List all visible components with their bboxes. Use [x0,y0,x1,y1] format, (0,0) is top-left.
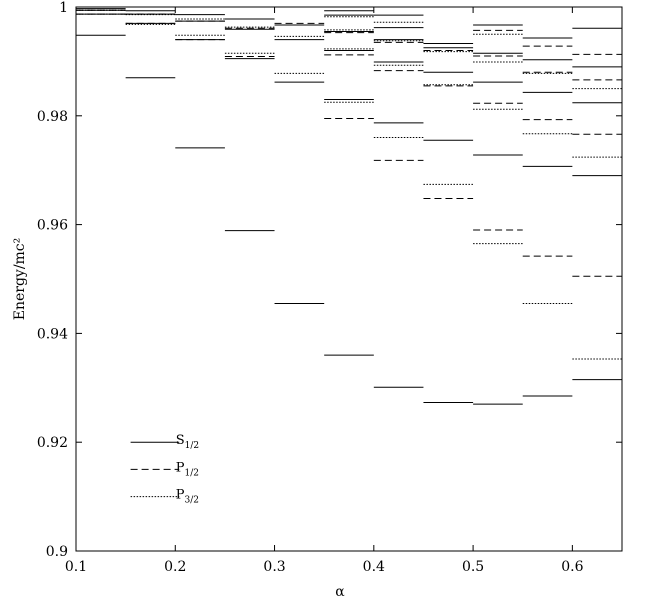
y-tick-label: 1 [59,0,68,16]
x-axis-title: α [335,584,345,600]
legend-label: S1/2 [176,433,199,451]
axis-tick-labels: 0.1 0.2 0.3 0.4 0.5 0.6 0.9 0.92 0.94 0.96 0.98 1 [37,0,584,575]
series-S1-2 [76,8,622,405]
legend: S1/2 P1/2 P3/2 [130,433,199,506]
y-tick-label: 0.92 [37,435,68,451]
x-tick-label: 0.3 [263,559,285,575]
y-tick-label: 0.9 [46,544,68,560]
legend-label: P3/2 [176,488,199,506]
energy-level-marks [76,8,622,405]
x-tick-label: 0.2 [164,559,186,575]
x-tick-label: 0.4 [363,559,385,575]
series-P3-2 [76,9,622,360]
x-tick-label: 0.5 [462,559,484,575]
y-tick-label: 0.96 [37,218,68,234]
y-axis-title: Energy/mc² [12,238,28,321]
legend-label: P1/2 [176,460,199,478]
x-tick-label: 0.1 [65,559,87,575]
plot-frame [75,6,623,552]
y-tick-label: 0.94 [37,326,68,342]
x-tick-label: 0.6 [561,559,583,575]
axis-ticks [75,6,622,552]
y-tick-label: 0.98 [37,109,68,125]
